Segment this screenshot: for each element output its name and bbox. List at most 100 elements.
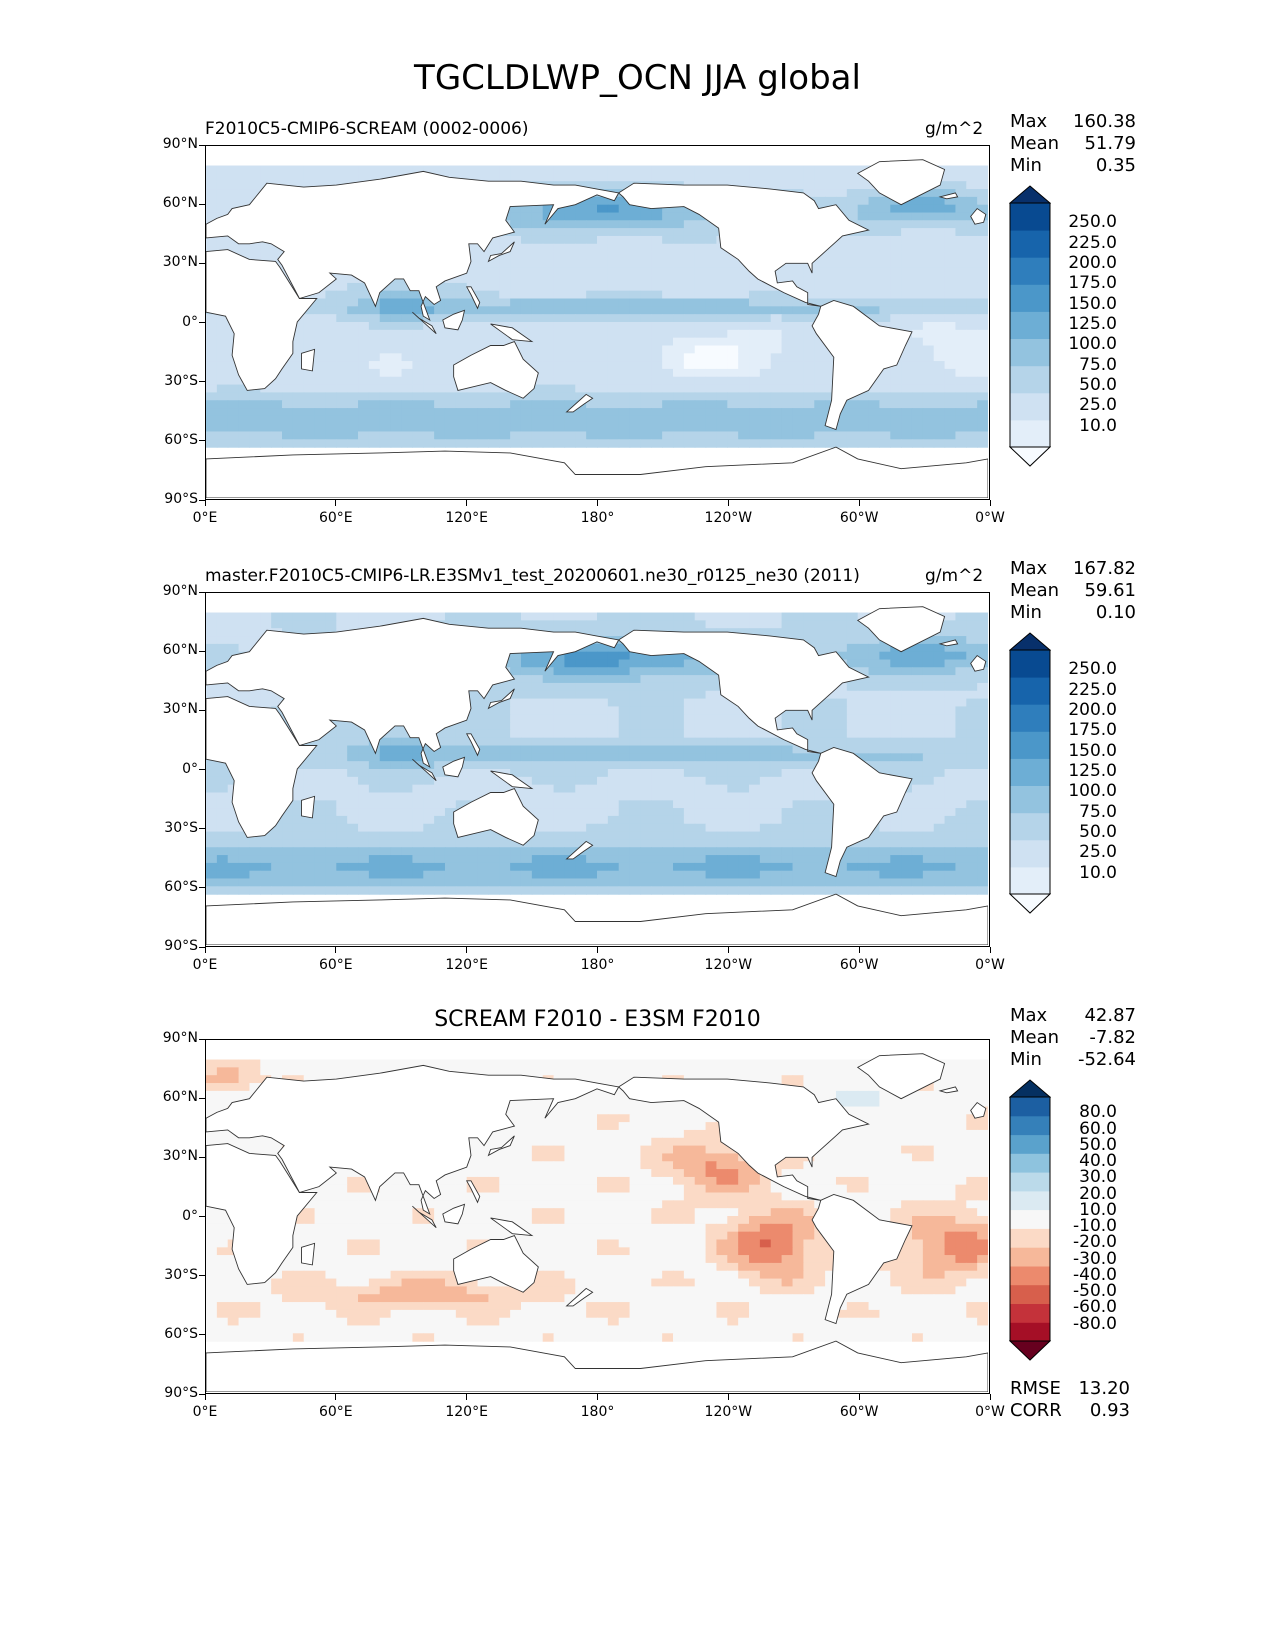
stat-value: -7.82 — [1089, 1027, 1136, 1048]
land-nz — [565, 393, 594, 413]
lon-tick-mark — [727, 947, 729, 953]
lat-tick-label: 60°S — [164, 878, 198, 895]
lat-tick-label: 90°S — [164, 491, 198, 507]
units-label: g/m^2 — [925, 119, 984, 139]
lat-tick-label: 30°N — [162, 254, 198, 271]
stat-row: Min 0.10 — [1010, 602, 1136, 624]
colorbar-label: 60.0 — [1079, 1118, 1117, 1139]
stat-label: Mean — [1010, 133, 1060, 154]
lon-tick-label: 120°W — [704, 957, 753, 973]
land-iceland — [938, 192, 959, 200]
lat-tick-label: 30°S — [164, 1266, 198, 1283]
stat-label: Min — [1010, 602, 1042, 623]
colorbar-label: 225.0 — [1068, 679, 1117, 700]
land-uk — [970, 654, 987, 672]
skill-row: RMSE 13.20 — [1010, 1378, 1130, 1400]
lon-tick-label: 0°E — [192, 957, 218, 973]
lat-tick-label: 0° — [182, 760, 198, 777]
land-iceland — [938, 639, 959, 647]
stat-row: Mean 59.61 — [1010, 580, 1136, 602]
lat-tick-mark — [199, 1216, 205, 1217]
land-borneo — [442, 309, 466, 331]
colorbar-label: 175.0 — [1068, 720, 1117, 741]
land-n-america — [617, 182, 870, 307]
stat-row: Max 160.38 — [1010, 111, 1136, 133]
lon-tick-mark — [858, 500, 860, 506]
lat-tick-label: 0° — [182, 1207, 198, 1224]
stat-label: Min — [1010, 155, 1042, 176]
lat-tick-mark — [199, 769, 205, 770]
colorbar-label: 150.0 — [1068, 293, 1117, 314]
lon-tick-label: 60°W — [839, 510, 879, 526]
lat-tick-mark — [199, 1156, 205, 1158]
land-madagascar — [301, 795, 316, 819]
lat-tick-label: 0° — [182, 313, 198, 330]
lon-tick-label: 60°W — [839, 1404, 879, 1420]
land-philippines — [465, 286, 481, 310]
stat-value: 167.82 — [1073, 558, 1136, 579]
land-japan — [487, 688, 515, 710]
land-greenland — [856, 606, 946, 653]
lat-tick-label: 90°S — [164, 1385, 198, 1401]
lon-tick-mark — [858, 947, 860, 953]
lat-tick-label: 60°N — [162, 642, 198, 659]
lon-tick-mark — [597, 500, 598, 506]
colorbar-label: 125.0 — [1068, 761, 1117, 781]
colorbar-label: -10.0 — [1073, 1216, 1117, 1237]
stat-label: Max — [1010, 558, 1048, 579]
colorbar-label: 125.0 — [1068, 314, 1117, 334]
land-nz — [565, 840, 594, 860]
lat-tick-mark — [199, 1097, 205, 1099]
lon-tick-mark — [858, 1394, 860, 1400]
land-australia — [453, 787, 539, 846]
land-antarctica — [206, 446, 988, 498]
skill-label: RMSE — [1010, 1378, 1061, 1399]
colorbar-label: 10.0 — [1079, 415, 1117, 436]
lat-tick-mark — [199, 381, 205, 383]
colorbar — [1008, 1079, 1052, 1361]
land-europe-asia — [206, 617, 620, 769]
colorbar-label: 20.0 — [1079, 1183, 1117, 1204]
land-madagascar — [301, 1242, 316, 1266]
land-borneo — [442, 1203, 466, 1225]
colorbar-label: 50.0 — [1079, 375, 1117, 395]
lon-tick-mark — [727, 500, 729, 506]
lon-tick-label: 120°E — [445, 510, 488, 526]
lon-tick-label: 180° — [580, 957, 615, 973]
colorbar — [1008, 185, 1052, 467]
lon-tick-mark — [204, 1394, 206, 1400]
land-australia — [453, 340, 539, 399]
coastlines — [206, 1053, 988, 1392]
colorbar-label: 10.0 — [1079, 862, 1117, 883]
lat-tick-mark — [199, 499, 205, 501]
land-antarctica — [206, 1340, 988, 1392]
lon-tick-label: 0°W — [975, 510, 1005, 526]
stat-label: Max — [1010, 111, 1048, 132]
land-philippines — [465, 1180, 481, 1204]
lon-tick-mark — [335, 500, 337, 506]
stat-label: Mean — [1010, 1027, 1060, 1048]
stat-row: Mean 51.79 — [1010, 133, 1136, 155]
skill-box: RMSE 13.20 CORR 0.93 — [1010, 1378, 1130, 1422]
stat-value: 59.61 — [1084, 580, 1136, 601]
land-borneo — [442, 756, 466, 778]
lon-tick-label: 0°E — [192, 1404, 218, 1420]
land-s-america — [811, 747, 913, 878]
panel-title: F2010C5-CMIP6-SCREAM (0002-0006) — [205, 119, 529, 139]
stat-label: Max — [1010, 1005, 1048, 1026]
lat-tick-mark — [199, 887, 205, 889]
lon-tick-mark — [989, 500, 991, 506]
land-indonesia — [412, 758, 437, 782]
land-japan — [487, 241, 515, 263]
land-africa — [206, 249, 318, 391]
colorbar-label: 100.0 — [1068, 334, 1117, 355]
lon-tick-label: 0°W — [975, 957, 1005, 973]
lat-tick-label: 90°S — [164, 938, 198, 954]
lat-tick-label: 30°N — [162, 701, 198, 718]
land-europe-asia — [206, 170, 620, 322]
stat-value: 0.35 — [1095, 155, 1136, 176]
colorbar-label: 75.0 — [1079, 354, 1117, 375]
land-n-america — [617, 1076, 870, 1201]
colorbar-label: -30.0 — [1073, 1248, 1117, 1269]
stat-value: 51.79 — [1084, 133, 1136, 154]
